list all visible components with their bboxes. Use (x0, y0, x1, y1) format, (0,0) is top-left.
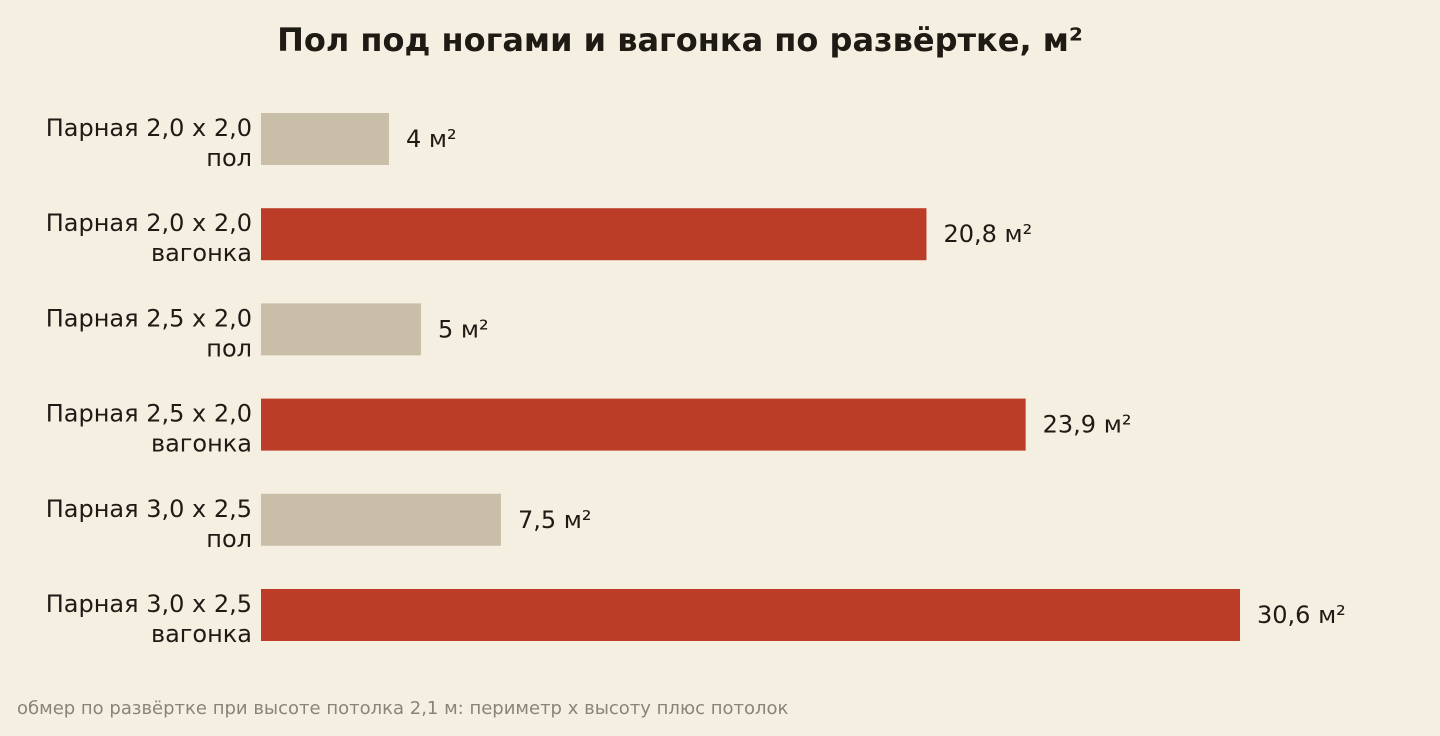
category-label-room: Парная 2,0 х 2,0 (46, 209, 252, 237)
category-label: Парная 2,5 х 2,0 пол (46, 304, 252, 362)
value-label: 5 м² (438, 315, 489, 343)
bar-lining-4 (261, 398, 1026, 451)
category-label: Парная 3,0 х 2,5 пол (46, 495, 252, 553)
value-label: 20,8 м² (943, 220, 1032, 248)
category-label-kind: пол (206, 144, 252, 172)
bar-floor-1 (261, 113, 389, 165)
bar-lining-6 (261, 589, 1240, 641)
category-label-kind: вагонка (151, 239, 252, 267)
bars-group (261, 113, 1240, 641)
category-label-room: Парная 2,0 х 2,0 (46, 114, 252, 142)
category-label: Парная 2,0 х 2,0 пол (46, 114, 252, 172)
category-label-room: Парная 2,5 х 2,0 (46, 400, 252, 428)
category-label-room: Парная 3,0 х 2,5 (46, 590, 252, 618)
category-label-room: Парная 2,5 х 2,0 (46, 304, 252, 332)
category-label: Парная 3,0 х 2,5 вагонка (46, 590, 252, 648)
bar-lining-2 (261, 208, 927, 261)
category-label-kind: вагонка (151, 430, 252, 458)
chart-title: Пол под ногами и вагонка по развёртке, м… (277, 21, 1083, 59)
category-label: Парная 2,5 х 2,0 вагонка (46, 400, 252, 458)
category-label-kind: пол (206, 334, 252, 362)
chart-footnote: обмер по развёртке при высоте потолка 2,… (17, 698, 789, 719)
value-label: 7,5 м² (518, 506, 592, 534)
bar-floor-5 (261, 493, 501, 546)
value-label: 30,6 м² (1257, 601, 1346, 629)
value-labels-group: 4 м² 20,8 м² 5 м² 23,9 м² 7,5 м² 30,6 м² (406, 125, 1346, 629)
value-label: 23,9 м² (1043, 411, 1132, 439)
category-label-room: Парная 3,0 х 2,5 (46, 495, 252, 523)
category-label-kind: пол (206, 525, 252, 553)
category-label: Парная 2,0 х 2,0 вагонка (46, 209, 252, 267)
bar-floor-3 (261, 303, 421, 356)
value-label: 4 м² (406, 125, 457, 153)
category-label-kind: вагонка (151, 620, 252, 648)
